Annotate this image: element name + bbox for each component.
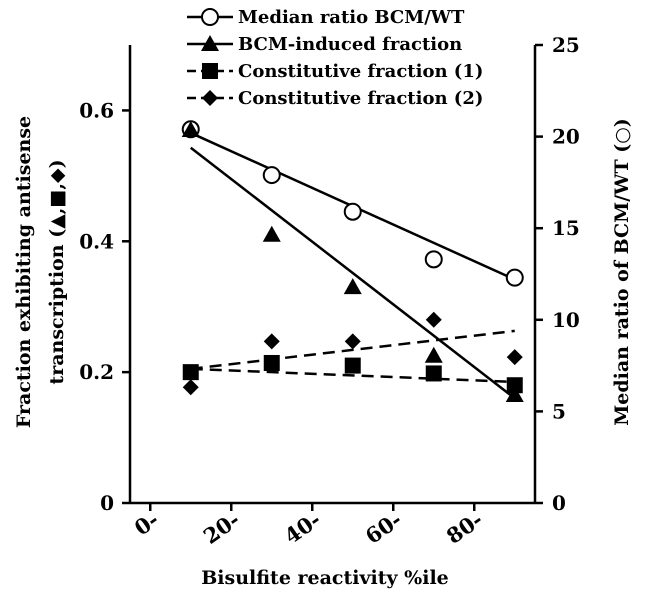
point-constitutive-fraction-2 (425, 311, 442, 328)
data-marks (181, 120, 524, 403)
trendline-constitutive-fraction-2 (190, 329, 515, 371)
point-median-ratio-bcm-wt (262, 166, 281, 185)
x-tick-label: 80- (442, 507, 487, 549)
point-constitutive-fraction-1 (506, 377, 523, 394)
point-median-ratio-bcm-wt (424, 250, 443, 269)
legend-label-constitutive-fraction-2: Constitutive fraction (2) (238, 88, 483, 109)
point-constitutive-fraction-2 (263, 333, 280, 350)
y-right-tick-label: 5 (552, 399, 566, 423)
legend: Median ratio BCM/WT BCM-induced fraction C… (187, 7, 483, 109)
point-bcm-induced-fraction (343, 278, 362, 295)
point-bcm-induced-fraction (505, 386, 524, 403)
point-constitutive-fraction-2 (182, 379, 199, 396)
point-constitutive-fraction-1 (425, 365, 442, 382)
trendlines (189, 131, 516, 400)
point-median-ratio-bcm-wt (505, 268, 524, 287)
point-median-ratio-bcm-wt (343, 202, 362, 221)
y-left-tick-label: 0.4 (79, 229, 114, 253)
x-tick-label: 40- (280, 507, 325, 549)
point-constitutive-fraction-1 (263, 354, 280, 371)
x-tick-label: 60- (361, 507, 406, 549)
legend-label-bcm-induced-fraction: BCM-induced fraction (238, 34, 462, 55)
legend-marker-constitutive-fraction-1 (202, 63, 218, 79)
x-tick-label: 20- (199, 507, 244, 549)
point-constitutive-fraction-1 (344, 357, 361, 374)
y-axis-left-label-line1: Fraction exhibiting antisense (13, 116, 35, 428)
y-left-tick-label: 0.2 (79, 360, 114, 384)
y-left-tick-label: 0 (100, 491, 114, 515)
point-bcm-induced-fraction (424, 346, 443, 363)
legend-marker-median-ratio-bcm-wt (201, 8, 219, 26)
point-constitutive-fraction-2 (506, 349, 523, 366)
point-constitutive-fraction-1 (182, 364, 199, 381)
legend-label-median-ratio-bcm-wt: Median ratio BCM/WT (238, 7, 465, 28)
legend-marker-bcm-induced-fraction (201, 35, 219, 51)
point-bcm-induced-fraction (262, 225, 281, 242)
legend-label-constitutive-fraction-1: Constitutive fraction (1) (238, 61, 483, 82)
y-left-tick-label: 0.6 (79, 98, 114, 122)
trendline-constitutive-fraction-1 (190, 367, 515, 384)
point-constitutive-fraction-2 (344, 333, 361, 350)
y-right-tick-label: 25 (552, 33, 580, 57)
x-tick-label: 0- (130, 507, 163, 541)
y-axis-right-label: Median ratio of BCM/WT (○) (611, 118, 633, 426)
y-right-tick-label: 10 (552, 308, 580, 332)
y-right-tick-label: 0 (552, 491, 566, 515)
point-bcm-induced-fraction (181, 121, 200, 138)
trendline-bcm-induced-fraction (189, 146, 516, 400)
y-axis-left-label-line2: transcription (▲,■,◆) (46, 159, 68, 384)
y-right-tick-label: 15 (552, 216, 580, 240)
legend-marker-constitutive-fraction-2 (202, 90, 218, 106)
y-right-tick-label: 20 (552, 125, 580, 149)
x-axis-label: Bisulfite reactivity %ile (201, 567, 449, 589)
axes: 0 0.2 0.4 0.6 0 5 10 15 20 25 0- 20- 40- 60- 80- (79, 33, 580, 549)
